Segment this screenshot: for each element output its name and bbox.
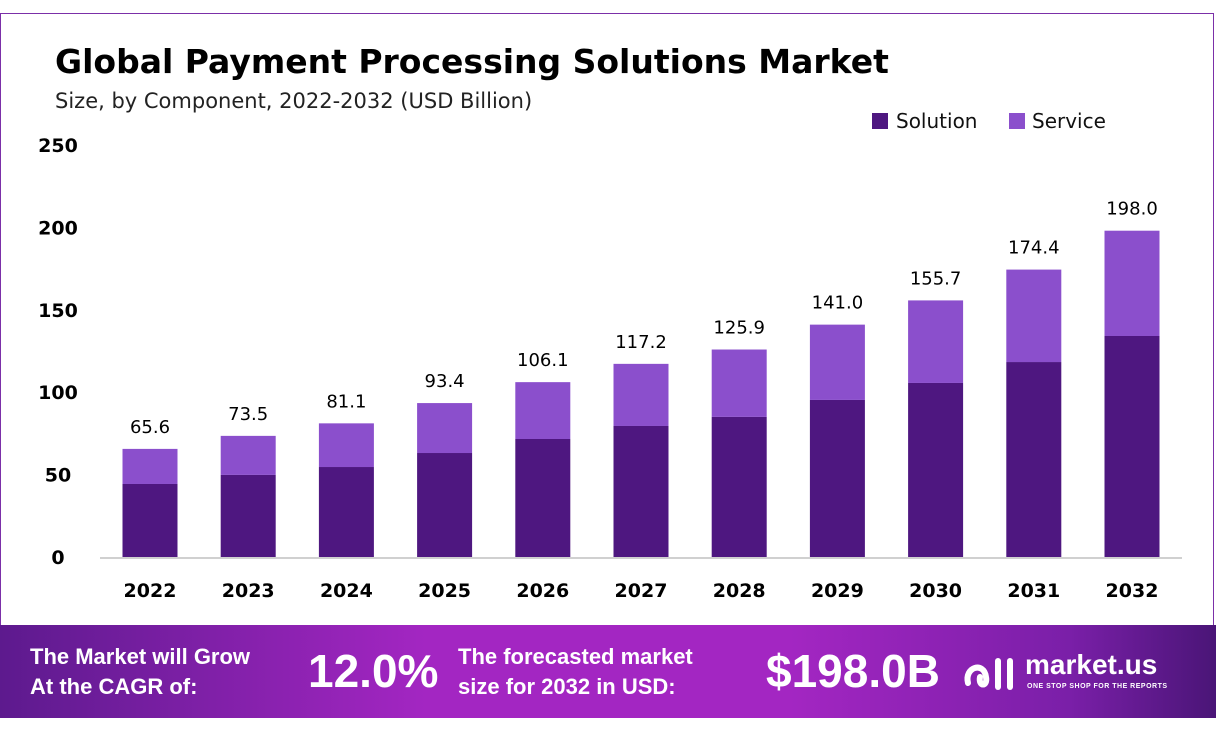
bar-solution <box>220 474 276 557</box>
data-label: 73.5 <box>228 404 268 425</box>
logo-tagline: ONE STOP SHOP FOR THE REPORTS <box>1027 683 1168 690</box>
y-tick-label: 100 <box>38 382 78 404</box>
y-tick-label: 200 <box>38 217 78 239</box>
x-tick-label: 2032 <box>1106 580 1159 602</box>
data-label: 125.9 <box>713 318 765 339</box>
footer-banner: The Market will Grow At the CAGR of: 12.… <box>0 625 1216 718</box>
data-label: 106.1 <box>517 350 569 371</box>
x-tick-label: 2031 <box>1007 580 1060 602</box>
data-label: 65.6 <box>130 417 170 438</box>
data-label: 198.0 <box>1106 199 1158 220</box>
bar-solution <box>417 453 473 557</box>
bar-service <box>613 363 669 426</box>
data-label: 117.2 <box>615 332 667 353</box>
x-tick-label: 2023 <box>222 580 275 602</box>
bar-solution <box>122 483 178 557</box>
bar-chart: Global Payment Processing Solutions Mark… <box>38 42 1182 602</box>
x-tick-label: 2024 <box>320 580 373 602</box>
data-label: 141.0 <box>812 293 864 314</box>
chart-frame <box>0 13 1214 718</box>
x-tick-label: 2028 <box>713 580 766 602</box>
bar-service <box>1104 230 1160 337</box>
bar-service <box>1006 269 1062 363</box>
x-tick-label: 2025 <box>418 580 471 602</box>
x-tick-label: 2030 <box>909 580 962 602</box>
bar-service <box>908 300 964 383</box>
legend-swatch-service <box>1009 113 1025 129</box>
bar-solution <box>613 425 669 557</box>
data-label: 93.4 <box>425 371 465 392</box>
chart-subtitle: Size, by Component, 2022-2032 (USD Billi… <box>55 89 532 113</box>
legend: Solution Service <box>872 109 1106 133</box>
cagr-label-line1: The Market will Grow <box>30 644 251 669</box>
forecast-label-line2: size for 2032 in USD: <box>458 674 676 699</box>
bar-service <box>220 435 276 475</box>
logo-text: market.us <box>1025 649 1158 680</box>
bar-service <box>711 349 767 417</box>
x-tick-label: 2022 <box>124 580 177 602</box>
data-label: 81.1 <box>326 391 366 412</box>
bar-service <box>318 423 374 468</box>
y-tick-label: 0 <box>51 547 64 569</box>
y-tick-label: 50 <box>45 465 71 487</box>
cagr-value: 12.0% <box>308 645 439 697</box>
bar-solution <box>908 382 964 557</box>
market-us-logo-icon <box>964 658 1013 690</box>
chart-title: Global Payment Processing Solutions Mark… <box>55 42 889 81</box>
forecast-value: $198.0B <box>766 645 940 697</box>
bar-service <box>515 382 571 440</box>
bar-service <box>809 324 865 400</box>
x-tick-label: 2026 <box>516 580 569 602</box>
legend-label-service: Service <box>1032 109 1106 133</box>
forecast-label-line1: The forecasted market <box>458 644 693 669</box>
bar-solution <box>711 416 767 557</box>
y-tick-label: 250 <box>38 135 78 157</box>
y-tick-label: 150 <box>38 300 78 322</box>
x-tick-label: 2027 <box>615 580 668 602</box>
bar-service <box>417 403 473 454</box>
bar-solution <box>1006 362 1062 557</box>
bar-solution <box>809 399 865 557</box>
bar-solution <box>515 439 571 557</box>
cagr-label-line2: At the CAGR of: <box>30 674 198 699</box>
data-label: 174.4 <box>1008 238 1060 259</box>
bar-service <box>122 448 178 484</box>
data-label: 155.7 <box>910 268 962 289</box>
bar-solution <box>318 467 374 557</box>
legend-label-solution: Solution <box>896 109 977 133</box>
legend-swatch-solution <box>872 113 888 129</box>
bar-solution <box>1104 336 1160 557</box>
x-tick-label: 2029 <box>811 580 864 602</box>
